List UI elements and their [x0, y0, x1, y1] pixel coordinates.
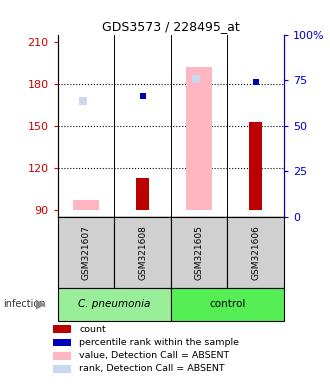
- Text: GSM321607: GSM321607: [82, 225, 90, 280]
- Bar: [249, 122, 262, 210]
- Text: GSM321605: GSM321605: [194, 225, 204, 280]
- Bar: [186, 67, 212, 210]
- Bar: [53, 339, 71, 346]
- Bar: [171, 288, 284, 321]
- Title: GDS3573 / 228495_at: GDS3573 / 228495_at: [102, 20, 240, 33]
- Bar: [58, 217, 114, 288]
- Text: GSM321606: GSM321606: [251, 225, 260, 280]
- Text: infection: infection: [3, 299, 46, 310]
- Bar: [171, 217, 227, 288]
- Text: value, Detection Call = ABSENT: value, Detection Call = ABSENT: [79, 351, 229, 360]
- Text: control: control: [209, 299, 246, 310]
- Bar: [53, 365, 71, 373]
- Text: percentile rank within the sample: percentile rank within the sample: [79, 338, 239, 347]
- Text: rank, Detection Call = ABSENT: rank, Detection Call = ABSENT: [79, 364, 225, 373]
- Text: C. pneumonia: C. pneumonia: [78, 299, 150, 310]
- Bar: [136, 178, 149, 210]
- Text: ▶: ▶: [36, 298, 46, 311]
- Bar: [53, 325, 71, 333]
- Text: count: count: [79, 325, 106, 334]
- Text: GSM321608: GSM321608: [138, 225, 147, 280]
- Bar: [58, 288, 171, 321]
- Bar: [114, 217, 171, 288]
- Bar: [53, 352, 71, 359]
- Bar: [73, 200, 99, 210]
- Bar: [227, 217, 284, 288]
